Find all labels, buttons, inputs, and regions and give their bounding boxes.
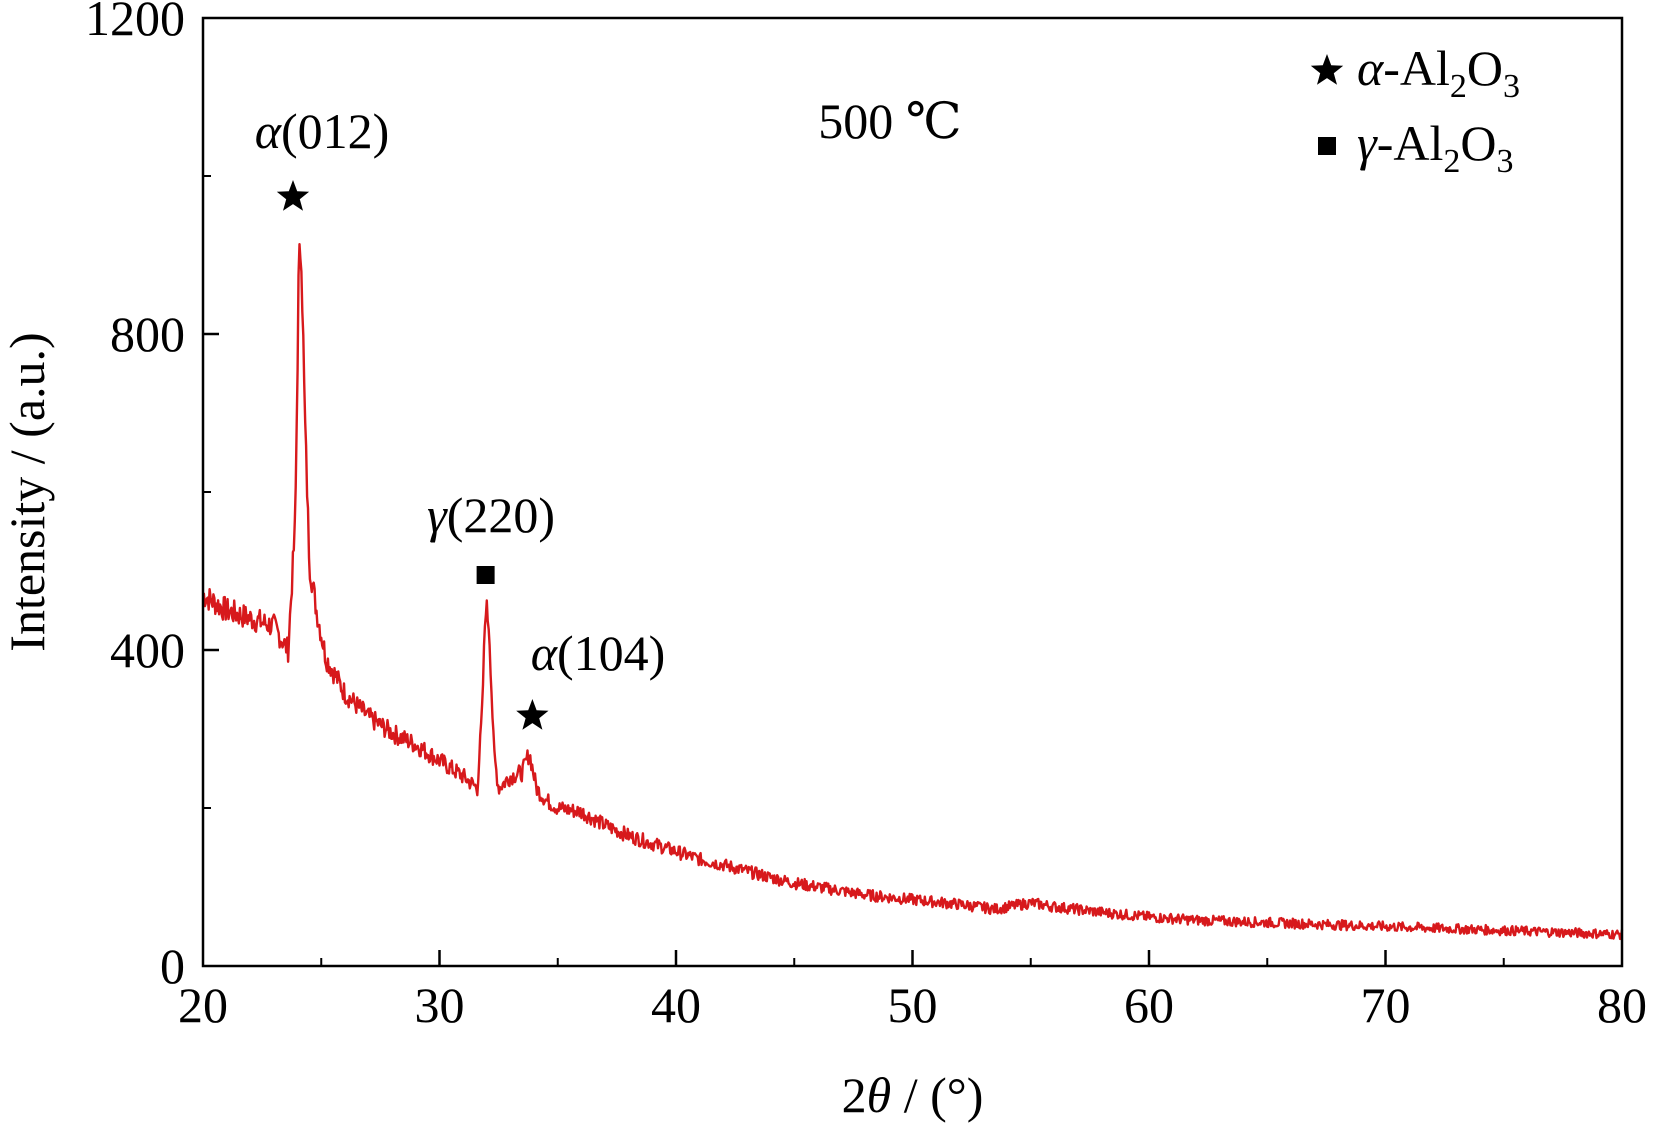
x-tick-label-60: 60: [1124, 977, 1174, 1033]
x-tick-label-70: 70: [1361, 977, 1411, 1033]
legend-square-marker: [1318, 137, 1336, 155]
legend-star-marker: [1310, 54, 1344, 85]
x-tick-label-80: 80: [1597, 977, 1647, 1033]
x-tick-label-30: 30: [415, 977, 465, 1033]
peak-label-1: γ(220): [427, 487, 555, 543]
x-tick-label-50: 50: [888, 977, 938, 1033]
legend-entry-1: γ-Al2O3: [1357, 115, 1513, 180]
peak-label-0: α(012): [255, 103, 390, 159]
y-tick-label-400: 400: [110, 622, 185, 678]
y-tick-label-0: 0: [160, 938, 185, 994]
series-line-0: [202, 242, 1624, 941]
y-tick-label-1200: 1200: [85, 0, 185, 46]
x-tick-label-40: 40: [651, 977, 701, 1033]
x-tick-label-20: 20: [178, 977, 228, 1033]
temperature-label: 500 ℃: [818, 93, 961, 149]
y-tick-label-800: 800: [110, 306, 185, 362]
y-axis-title: Intensity / (a.u.): [0, 332, 55, 651]
peak-square-marker: [476, 566, 495, 584]
peak-star-marker: [516, 699, 549, 730]
x-axis-title: 2θ / (°): [842, 1067, 984, 1123]
legend-entry-0: α-Al2O3: [1357, 40, 1520, 105]
peak-label-2: α(104): [531, 625, 666, 681]
peak-star-marker: [276, 180, 310, 211]
